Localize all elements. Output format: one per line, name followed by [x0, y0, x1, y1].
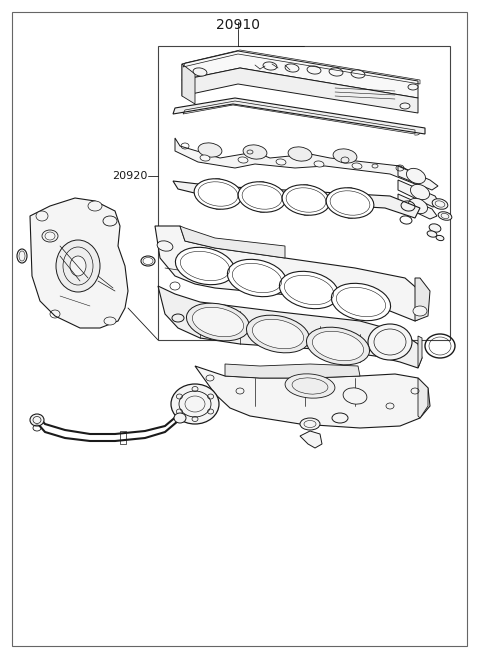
Ellipse shape: [407, 169, 426, 184]
Ellipse shape: [288, 147, 312, 161]
Text: 20920: 20920: [112, 171, 147, 181]
Ellipse shape: [104, 317, 116, 325]
Ellipse shape: [352, 163, 362, 169]
Ellipse shape: [300, 418, 320, 430]
Ellipse shape: [200, 155, 210, 161]
Polygon shape: [182, 51, 418, 98]
Polygon shape: [300, 431, 322, 448]
Ellipse shape: [331, 283, 391, 321]
Ellipse shape: [194, 179, 242, 209]
Ellipse shape: [333, 149, 357, 163]
Ellipse shape: [238, 157, 248, 163]
Ellipse shape: [312, 331, 363, 361]
Polygon shape: [418, 336, 422, 368]
Ellipse shape: [427, 231, 437, 237]
Ellipse shape: [56, 240, 100, 292]
Ellipse shape: [332, 413, 348, 423]
Ellipse shape: [307, 66, 321, 74]
Ellipse shape: [285, 374, 335, 398]
Polygon shape: [30, 198, 128, 328]
Polygon shape: [182, 64, 195, 104]
Ellipse shape: [88, 201, 102, 211]
Polygon shape: [180, 226, 285, 258]
Ellipse shape: [243, 145, 267, 159]
Ellipse shape: [192, 307, 243, 337]
Ellipse shape: [413, 306, 427, 316]
Ellipse shape: [70, 256, 86, 276]
Ellipse shape: [186, 303, 250, 341]
Polygon shape: [158, 286, 422, 368]
Ellipse shape: [42, 230, 58, 242]
Ellipse shape: [288, 283, 312, 298]
Ellipse shape: [17, 249, 27, 263]
Polygon shape: [195, 366, 430, 428]
Ellipse shape: [252, 319, 303, 349]
Ellipse shape: [326, 188, 374, 218]
Ellipse shape: [368, 324, 412, 360]
Polygon shape: [415, 278, 430, 321]
Ellipse shape: [438, 212, 452, 220]
Ellipse shape: [314, 161, 324, 167]
Ellipse shape: [410, 184, 430, 199]
Ellipse shape: [429, 224, 441, 232]
Ellipse shape: [103, 216, 117, 226]
Ellipse shape: [157, 241, 173, 251]
Text: 20910: 20910: [216, 18, 260, 32]
Polygon shape: [398, 194, 437, 219]
Ellipse shape: [279, 272, 338, 309]
Ellipse shape: [276, 159, 286, 165]
Polygon shape: [182, 68, 418, 113]
Ellipse shape: [408, 84, 418, 90]
Polygon shape: [418, 378, 428, 418]
Ellipse shape: [408, 198, 428, 214]
Ellipse shape: [246, 315, 310, 353]
Ellipse shape: [30, 414, 44, 426]
Ellipse shape: [432, 199, 448, 209]
Ellipse shape: [193, 68, 207, 76]
Polygon shape: [173, 98, 425, 134]
Ellipse shape: [174, 413, 186, 423]
Ellipse shape: [175, 247, 235, 285]
Polygon shape: [173, 181, 420, 218]
Ellipse shape: [436, 236, 444, 241]
Ellipse shape: [238, 182, 286, 213]
Ellipse shape: [343, 388, 367, 404]
Ellipse shape: [282, 185, 330, 215]
Ellipse shape: [351, 70, 365, 78]
Ellipse shape: [306, 327, 370, 365]
Bar: [158, 46, 450, 340]
Ellipse shape: [228, 259, 287, 297]
Polygon shape: [155, 226, 428, 321]
Ellipse shape: [285, 64, 299, 72]
Ellipse shape: [329, 68, 343, 76]
Polygon shape: [398, 166, 438, 190]
Ellipse shape: [198, 143, 222, 157]
Polygon shape: [398, 180, 440, 207]
Ellipse shape: [36, 211, 48, 221]
Ellipse shape: [263, 62, 277, 70]
Ellipse shape: [171, 384, 219, 424]
Polygon shape: [175, 138, 420, 186]
Ellipse shape: [400, 103, 410, 109]
Polygon shape: [225, 364, 360, 378]
